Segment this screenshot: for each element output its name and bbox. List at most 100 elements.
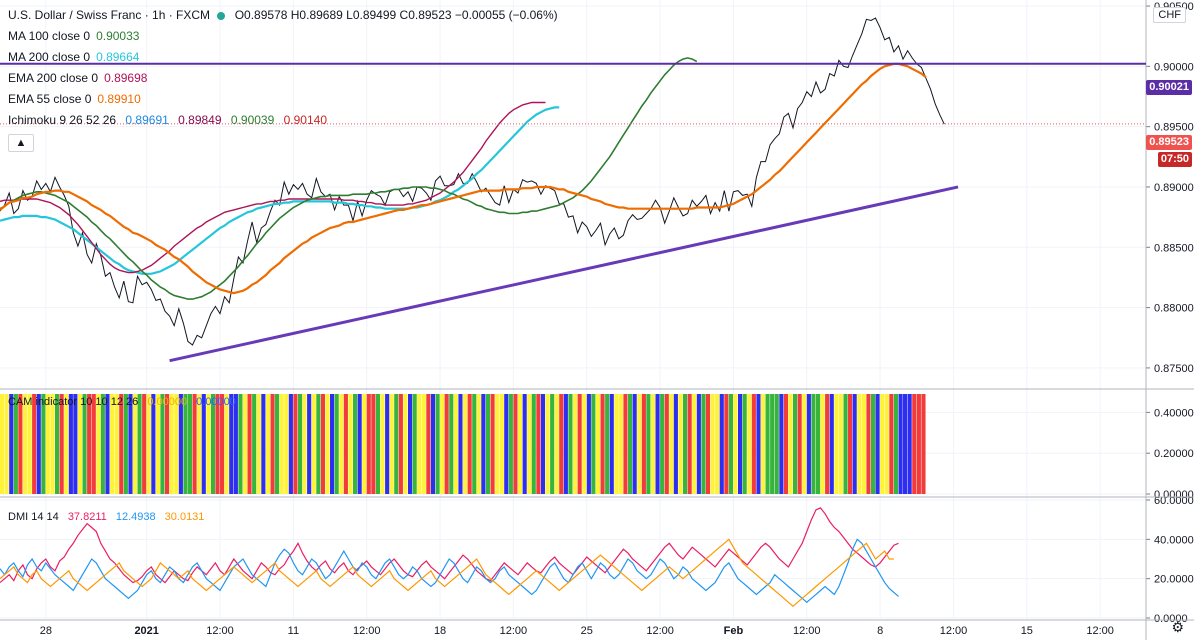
cam-bar — [123, 394, 128, 494]
cam-bar — [857, 394, 862, 494]
cam-bar — [637, 394, 642, 494]
cam-bar — [738, 394, 743, 494]
cam-bar — [114, 394, 119, 494]
cam-bar — [595, 394, 601, 494]
collapse-legend-button[interactable]: ▲ — [8, 134, 34, 152]
cam-bar — [233, 394, 238, 494]
market-status-icon — [217, 11, 226, 20]
cam-bar — [921, 394, 926, 494]
cam-bar — [783, 394, 789, 494]
cam-bar — [169, 394, 174, 494]
y-tick-label: 0.89000 — [1154, 182, 1194, 194]
cam-bar — [774, 394, 779, 494]
cam-bar — [504, 394, 509, 494]
cam-bar — [756, 394, 761, 494]
legend-cam[interactable]: CAM indicator 10 10 12 26 0.00000 0.0000… — [8, 395, 236, 409]
cam-bar — [187, 394, 193, 494]
dmi-series-line-2 — [0, 538, 894, 607]
cam-bar — [618, 394, 623, 494]
cam-bar — [559, 394, 564, 494]
cam-bar — [142, 394, 147, 494]
cam-bar — [861, 394, 866, 494]
cam-bar — [834, 394, 839, 494]
cam-bar — [151, 394, 156, 494]
cam-bar — [426, 394, 431, 494]
cam-bar — [848, 394, 853, 494]
cam-bar — [307, 394, 312, 494]
cam-bar — [623, 394, 628, 494]
cam-bar — [110, 394, 115, 494]
cam-bar — [705, 394, 711, 494]
legend-value: 12.4938 — [115, 511, 156, 523]
legend-label: MA 100 close 0 — [8, 29, 91, 43]
cam-bar — [252, 394, 257, 494]
legend-ema55[interactable]: EMA 55 close 0 0.89910 — [8, 92, 141, 106]
cam-bar — [655, 394, 660, 494]
cam-bar — [417, 394, 422, 494]
cam-bar — [540, 394, 546, 494]
cam-bar — [820, 394, 825, 494]
cam-bar — [302, 394, 307, 494]
y-tick-label: 0.00000 — [1154, 489, 1194, 501]
trendline — [169, 185, 959, 363]
x-tick-label: 11 — [288, 625, 299, 637]
cam-bar — [463, 394, 468, 494]
cam-bar — [288, 394, 293, 494]
cam-bar — [4, 394, 9, 494]
cam-bar — [73, 394, 78, 494]
price-close-line — [0, 17, 945, 346]
cam-bar — [160, 394, 165, 494]
cam-bar — [843, 394, 848, 494]
ma200-line — [0, 106, 560, 275]
cam-bar — [793, 394, 798, 494]
y-tick-label: 0.40000 — [1154, 407, 1194, 419]
cam-bar — [829, 394, 834, 494]
legend-ma100[interactable]: MA 100 close 0 0.90033 — [8, 29, 139, 43]
y-tick-label: 0.88000 — [1154, 303, 1194, 315]
cam-bar — [265, 394, 271, 494]
cam-bar — [513, 394, 518, 494]
cam-bar — [536, 394, 541, 494]
cam-bar — [325, 394, 330, 494]
cam-bar — [733, 394, 738, 494]
cam-bar — [385, 394, 390, 494]
x-tick-label: Feb — [724, 625, 744, 637]
legend-ichimoku[interactable]: Ichimoku 9 26 52 26 0.89691 0.89849 0.90… — [8, 113, 327, 127]
gear-icon[interactable]: ⚙ — [1171, 619, 1184, 635]
cam-bar — [174, 394, 179, 494]
cam-bar — [165, 394, 170, 494]
cam-bar — [563, 394, 568, 494]
cam-bar — [178, 394, 183, 494]
cam-bar — [903, 394, 908, 494]
y-tick-label: 0.89500 — [1154, 122, 1194, 134]
x-tick-label: 12:00 — [793, 625, 821, 637]
cam-bar — [664, 394, 669, 494]
cam-bar — [68, 394, 73, 494]
cam-bar — [527, 394, 532, 494]
cam-bar — [82, 394, 87, 494]
cam-bar — [765, 394, 770, 494]
legend-value: 0.89664 — [96, 50, 140, 64]
cam-bar — [192, 394, 197, 494]
legend-dmi[interactable]: DMI 14 14 37.8211 12.4938 30.0131 — [8, 510, 204, 524]
cam-bar — [403, 394, 408, 494]
y-tick-label: 60.0000 — [1154, 495, 1194, 507]
cam-bar — [453, 394, 458, 494]
cam-bar — [531, 394, 536, 494]
y-tick-label: 20.0000 — [1154, 574, 1194, 586]
cam-bar — [650, 394, 656, 494]
cam-bar — [210, 394, 216, 494]
cam-bar — [912, 394, 917, 494]
currency-button[interactable]: CHF — [1153, 7, 1186, 23]
symbol-header: U.S. Dollar / Swiss Franc · 1h · FXCM O0… — [8, 8, 558, 22]
ohlc-values: O0.89578 H0.89689 L0.89499 C0.89523 −0.0… — [234, 8, 558, 22]
cam-bar — [449, 394, 454, 494]
cam-bar — [440, 394, 445, 494]
legend-label: CAM indicator 10 10 12 26 — [8, 396, 139, 408]
legend-ma200[interactable]: MA 200 close 0 0.89664 — [8, 50, 139, 64]
legend-ema200[interactable]: EMA 200 close 0 0.89698 — [8, 71, 147, 85]
cam-bar — [435, 394, 440, 494]
cam-bar — [875, 394, 880, 494]
cam-bar — [343, 394, 348, 494]
